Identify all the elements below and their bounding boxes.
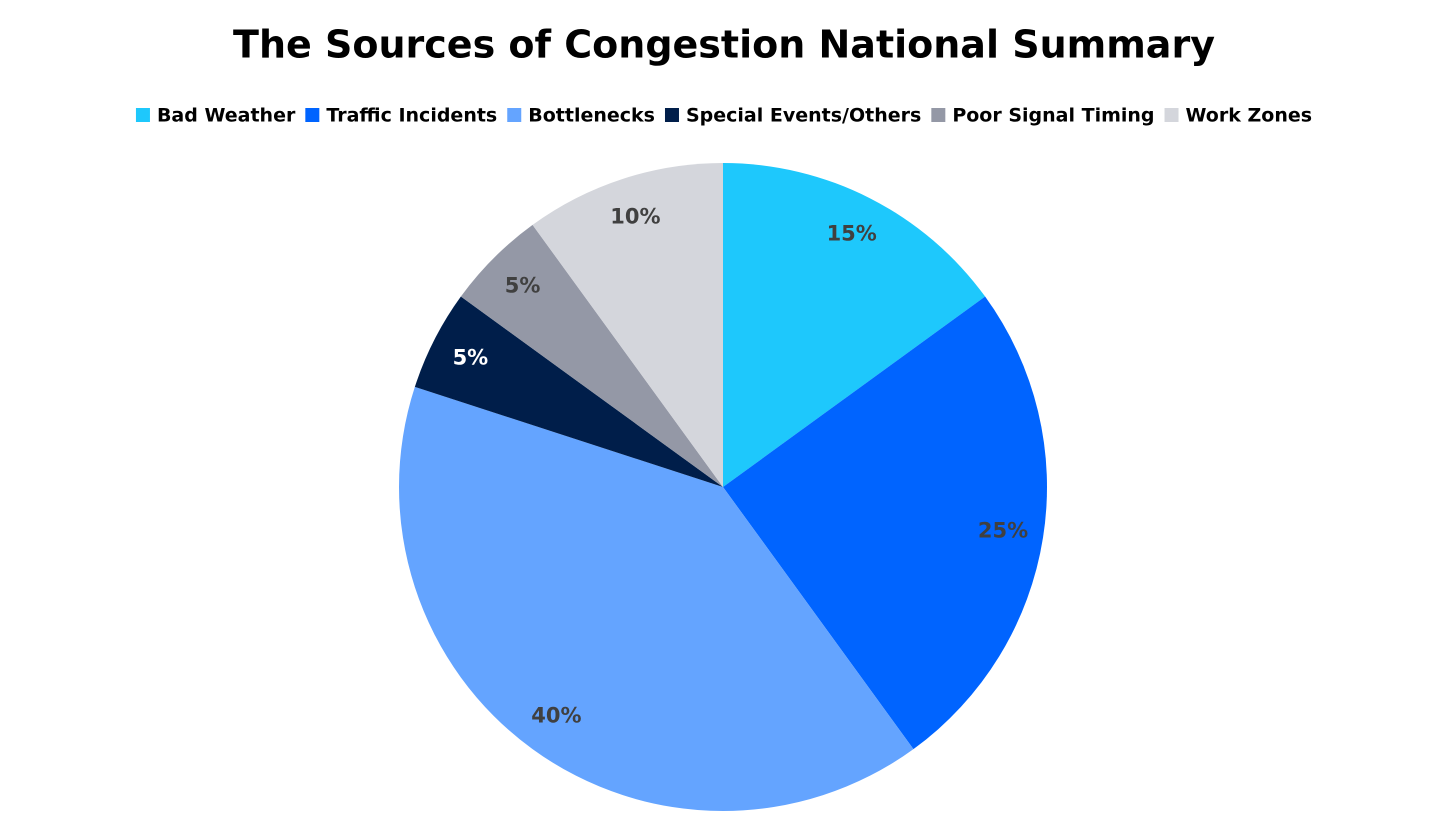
legend-item: Traffic Incidents bbox=[305, 105, 497, 127]
legend-label: Traffic Incidents bbox=[326, 105, 497, 127]
chart-title: The Sources of Congestion National Summa… bbox=[233, 23, 1215, 67]
legend-label: Poor Signal Timing bbox=[952, 105, 1154, 127]
slice-label: 5% bbox=[453, 345, 489, 369]
legend-swatch bbox=[664, 108, 679, 122]
slice-label: 15% bbox=[827, 221, 877, 245]
legend-swatch bbox=[1164, 108, 1179, 122]
legend-swatch bbox=[507, 108, 522, 122]
slice-label: 5% bbox=[505, 274, 541, 298]
legend-label: Work Zones bbox=[1186, 105, 1313, 127]
legend-label: Special Events/Others bbox=[686, 105, 921, 127]
pie-slice bbox=[723, 163, 986, 487]
slice-label: 10% bbox=[610, 204, 660, 228]
slice-label: 40% bbox=[531, 703, 581, 727]
pie-slice bbox=[532, 163, 723, 487]
legend-item: Work Zones bbox=[1164, 105, 1313, 127]
legend-swatch bbox=[305, 108, 320, 122]
legend-item: Bad Weather bbox=[135, 105, 296, 127]
legend-label: Bad Weather bbox=[157, 105, 296, 127]
legend-item: Bottlenecks bbox=[507, 105, 655, 127]
pie bbox=[398, 163, 1047, 811]
pie-slice bbox=[460, 224, 723, 488]
legend-item: Special Events/Others bbox=[664, 105, 921, 127]
legend: Bad Weather Traffic Incidents Bottlenecks S… bbox=[135, 105, 1313, 127]
pie-slice bbox=[414, 296, 723, 487]
pie-slice bbox=[723, 296, 1047, 750]
legend-label: Bottlenecks bbox=[528, 105, 655, 127]
legend-swatch bbox=[135, 108, 150, 122]
slice-label: 25% bbox=[978, 518, 1028, 542]
data-labels: 15% 25% 40% 5% 5% 10% bbox=[453, 204, 1029, 727]
legend-swatch bbox=[931, 108, 946, 122]
legend-item: Poor Signal Timing bbox=[931, 105, 1155, 127]
pie-slice bbox=[398, 386, 914, 811]
